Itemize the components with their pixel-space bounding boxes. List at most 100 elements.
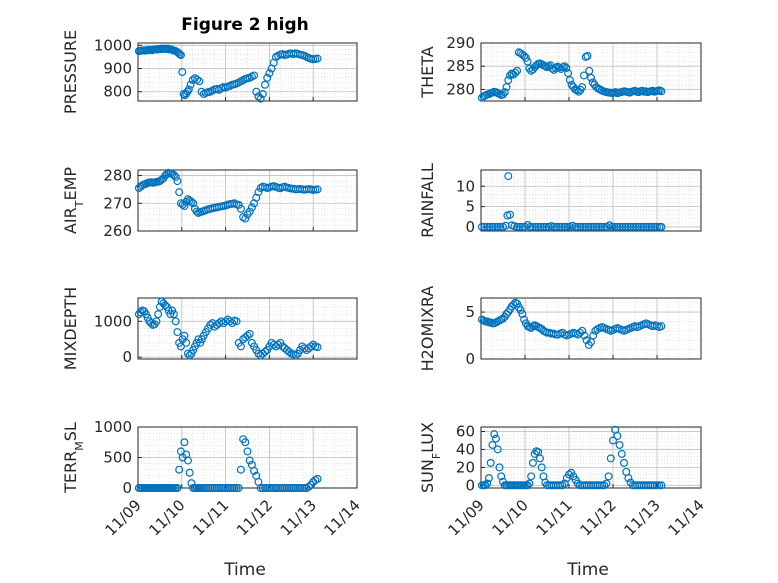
data-point: [539, 222, 548, 231]
y-tick-label: 0: [465, 476, 475, 494]
data-point: [232, 484, 241, 493]
data-point: [615, 440, 624, 449]
data-point: [161, 301, 170, 310]
data-point: [189, 199, 198, 208]
data-point: [180, 438, 189, 447]
data-point: [562, 64, 571, 73]
data-point: [313, 185, 322, 194]
data-point: [657, 222, 666, 231]
data-point: [652, 481, 661, 490]
data-point: [258, 90, 267, 99]
y-label-subscript: F: [430, 453, 443, 459]
data-point: [576, 222, 585, 231]
data-point: [534, 222, 543, 231]
data-point: [245, 456, 254, 465]
data-point: [182, 89, 191, 98]
data-point: [313, 474, 322, 483]
subplot-h2omixra: 0 5 H2OMIXRA: [418, 286, 702, 371]
subplot-pressure: 800 900 1000 PRESSURE: [61, 30, 358, 114]
data-point: [147, 319, 156, 328]
data-point: [523, 481, 532, 490]
data-point: [477, 222, 486, 231]
y-tick-label: 1000: [94, 36, 132, 54]
x-tick-label: 11/10: [145, 496, 188, 539]
data-point: [631, 222, 640, 231]
data-point: [589, 222, 598, 231]
data-point: [617, 449, 626, 458]
data-point: [600, 222, 609, 231]
data-point: [560, 62, 569, 71]
data-point: [185, 351, 194, 360]
data-point: [183, 349, 192, 358]
data-point: [247, 203, 256, 212]
data-point: [637, 222, 646, 231]
axes-box: [137, 169, 358, 232]
data-point: [526, 222, 535, 231]
data-point: [535, 454, 544, 463]
data-point: [592, 222, 601, 231]
x-tick-label: 11/09: [445, 496, 488, 539]
data-point: [263, 73, 272, 82]
data-point: [613, 222, 622, 231]
data-point: [488, 222, 497, 231]
data-point: [616, 222, 625, 231]
data-point: [594, 222, 603, 231]
y-tick-label: 10: [456, 177, 475, 195]
data-point: [657, 322, 666, 331]
data-point: [291, 351, 300, 360]
data-point: [491, 222, 500, 231]
data-point: [483, 479, 492, 488]
data-point: [555, 222, 564, 231]
data-point: [195, 77, 204, 86]
data-point: [180, 331, 189, 340]
y-tick-label: 500: [103, 449, 132, 467]
data-point: [600, 481, 609, 490]
data-point: [230, 484, 239, 493]
data-point: [511, 68, 520, 77]
data-point: [274, 340, 283, 349]
y-tick-label: 290: [446, 34, 475, 52]
data-point: [174, 48, 183, 57]
y-tick-label: 900: [103, 60, 132, 78]
data-point: [169, 310, 178, 319]
data-point: [619, 458, 628, 467]
data-point: [493, 222, 502, 231]
x-tick-label: 11/12: [233, 496, 276, 539]
data-point: [608, 222, 617, 231]
data-point: [173, 484, 182, 493]
y-tick-label: 285: [446, 57, 475, 75]
data-point: [245, 329, 254, 338]
axes-box: [480, 297, 702, 360]
data-point: [486, 458, 495, 467]
data-point: [300, 484, 309, 493]
data-point: [175, 188, 184, 197]
data-point: [480, 222, 489, 231]
data-point: [608, 436, 617, 445]
data-point: [597, 481, 606, 490]
data-point: [639, 222, 648, 231]
data-point: [563, 222, 572, 231]
y-tick-label: 800: [103, 83, 132, 101]
data-point: [243, 447, 252, 456]
data-point: [506, 210, 515, 219]
data-point: [265, 69, 274, 78]
y-axis-label: THETA: [418, 46, 437, 98]
subplot-terr-msl: 0 500 1000 TERRMSL: [61, 418, 358, 497]
data-point: [513, 299, 522, 308]
data-point: [495, 463, 504, 472]
data-point: [152, 317, 161, 326]
data-point: [528, 458, 537, 467]
data-point: [504, 172, 513, 181]
data-point: [176, 342, 185, 351]
data-point: [173, 177, 182, 186]
data-point: [304, 482, 313, 491]
data-point: [564, 470, 573, 479]
data-point: [185, 468, 194, 477]
x-tick-label: 11/14: [665, 496, 708, 539]
y-tick-label: 1000: [94, 418, 132, 436]
x-tick-label: 11/14: [321, 496, 364, 539]
data-point: [176, 51, 185, 60]
y-tick-label: 5: [465, 198, 475, 216]
data-point: [657, 481, 666, 490]
